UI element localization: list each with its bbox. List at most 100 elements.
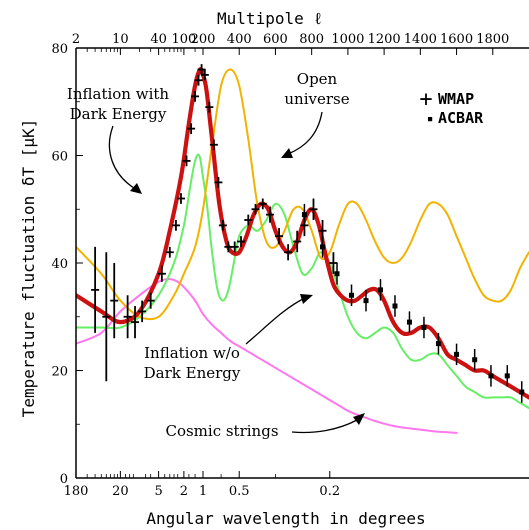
wmap-point [200,69,209,81]
data-points [91,64,525,403]
wmap-point [182,155,191,167]
annotation-text: universe [284,90,349,108]
wmap-point [230,241,239,253]
acbar-point [454,343,460,366]
series-cosmic-strings [76,278,458,434]
wmap-point [266,206,275,223]
annotation-arrow [245,297,306,345]
wmap-point [165,246,174,258]
top-tick-label: 400 [227,32,252,47]
annotation-open-universe: Open universe [281,70,350,158]
bottom-tick-label: 0.5 [229,484,250,499]
wmap-point [251,203,260,215]
wmap-point [91,246,100,333]
acbar-marker [392,303,398,309]
top-tick-label: 40 [150,32,167,47]
wmap-point [123,295,132,339]
acbar-marker [504,373,510,379]
annotation-arrow [108,125,138,191]
wmap-point [146,292,155,309]
annotation-arrow [287,111,323,155]
wmap-point [102,252,111,382]
acbar-marker [406,319,412,325]
acbar-marker [488,373,494,379]
acbar-marker [435,341,441,347]
legend: + WMAP ▪ ACBAR [419,87,484,127]
bottom-tick-label: 0.2 [319,484,340,499]
top-tick-label: 600 [263,32,288,47]
legend-marker-acbar: ▪ [427,112,434,125]
acbar-point [472,349,478,371]
y-tick-label: 40 [51,257,68,272]
acbar-point [363,289,369,312]
acbar-point [301,203,307,226]
top-tick-label: 1400 [404,32,437,47]
acbar-point [406,311,412,333]
wmap-point [194,74,203,86]
annotation-text: Inflation with [67,85,169,103]
wmap-point [214,177,223,188]
acbar-point [519,381,525,403]
acbar-point [504,365,510,387]
acbar-marker [421,325,427,330]
wmap-point [218,220,227,231]
bottom-tick-label: 180 [64,484,89,499]
wmap-point [176,193,185,204]
wmap-point [275,228,284,245]
y-axis-title: Temperature fluctuation δT [μK] [19,119,38,418]
acbar-point [320,236,326,258]
acbar-marker [301,212,307,218]
y-tick-label: 20 [51,365,68,380]
annotation-inflation-with-dark-energy: Inflation with Dark Energy [67,85,169,194]
annotation-text: Inflation w/o [144,344,240,362]
acbar-point [488,365,494,387]
y-tick-label: 0 [60,472,68,487]
annotation-inflation-without-dark-energy: Inflation w/o Dark Energy [144,294,313,382]
wmap-point [258,198,267,210]
top-tick-label: 200 [191,32,216,47]
wmap-point [187,123,196,134]
wmap-point [284,244,293,261]
acbar-marker [377,287,383,293]
y-tick-label: 60 [51,150,68,165]
annotation-text: Cosmic strings [165,422,278,440]
acbar-point [377,279,383,301]
top-tick-label: 1600 [440,32,473,47]
top-tick-label: 1800 [476,32,509,47]
top-tick-label: 100 [171,32,196,47]
wmap-point [131,306,140,339]
acbar-marker [363,298,369,304]
annotation-arrowhead [130,183,142,194]
annotation-arrowhead [300,294,313,304]
acbar-marker [472,357,478,363]
top-tick-label: 1200 [368,32,401,47]
acbar-marker [454,351,460,357]
annotation-text: Open [297,70,338,88]
annotation-arrowhead [353,413,365,425]
top-axis-title: Multipole ℓ [217,9,323,28]
annotation-text: Dark Energy [70,105,167,123]
acbar-point [349,284,355,306]
acbar-marker [320,244,326,250]
wmap-point [293,230,302,253]
acbar-point [435,332,441,355]
annotation-text: Dark Energy [144,364,241,382]
annotation-arrow [291,419,358,434]
acbar-marker [334,271,340,277]
series-open-universe [76,68,529,321]
wmap-point [237,236,246,247]
wmap-point [157,265,166,282]
top-tick-label: 10 [112,32,129,47]
annotation-cosmic-strings: Cosmic strings [165,413,365,440]
acbar-marker [519,389,525,395]
bottom-axis-title: Angular wavelength in degrees [146,509,425,528]
legend-marker-wmap: + [419,87,432,112]
acbar-point [334,263,340,285]
legend-label-acbar: ACBAR [438,109,484,127]
wmap-point [171,220,180,231]
wmap-point [205,101,214,113]
bottom-tick-label: 5 [154,484,162,499]
wmap-point [209,139,218,151]
